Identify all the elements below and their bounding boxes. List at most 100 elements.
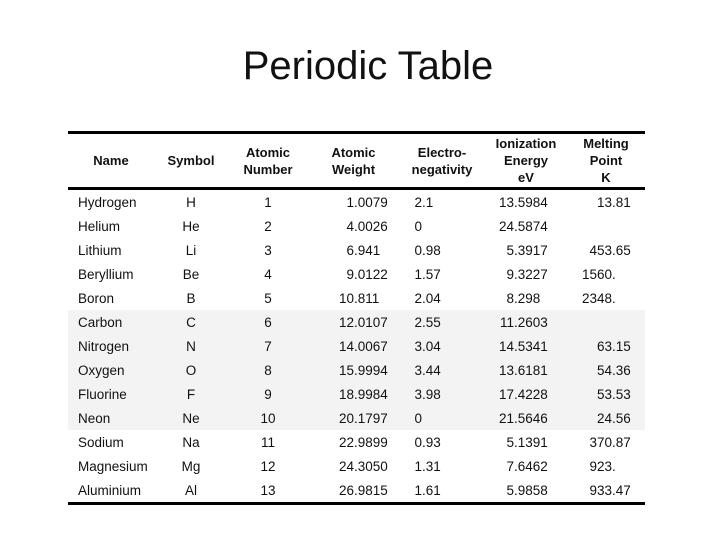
cell-melting-point: 24.56 bbox=[596, 410, 631, 426]
cell-atomic-number: 5 bbox=[264, 290, 272, 306]
cell-name: Neon bbox=[78, 410, 111, 426]
cell-electronegativity: 2.04 bbox=[414, 290, 441, 306]
table-row: Aluminium Al 13 26.9815 1.61 5.9858 933.47 bbox=[68, 478, 645, 502]
cell-atomic-weight: 10.811 bbox=[338, 290, 380, 306]
cell-atomic-number: 2 bbox=[264, 218, 272, 234]
table-row: Lithium Li 3 6.941 0.98 5.3917 453.65 bbox=[68, 238, 645, 262]
cell-atomic-number: 4 bbox=[264, 266, 272, 282]
cell-name: Helium bbox=[78, 218, 121, 234]
cell-name: Aluminium bbox=[78, 482, 142, 498]
cell-ionization-energy: 14.5341 bbox=[498, 338, 548, 354]
cell-atomic-weight: 22.9899 bbox=[338, 434, 388, 450]
cell-symbol: B bbox=[186, 290, 196, 306]
column-header-melting-point: Melting Point K bbox=[583, 136, 629, 185]
cell-melting-point: 63.15 bbox=[596, 338, 631, 354]
cell-symbol: Al bbox=[184, 482, 197, 498]
cell-symbol: Na bbox=[182, 434, 200, 450]
table-row: Nitrogen N 7 14.0067 3.04 14.5341 63.15 bbox=[68, 334, 645, 358]
cell-name: Magnesium bbox=[78, 458, 148, 474]
cell-atomic-weight: 24.3050 bbox=[338, 458, 388, 474]
cell-electronegativity: 0 bbox=[414, 218, 422, 234]
cell-symbol: Mg bbox=[181, 458, 201, 474]
cell-atomic-number: 10 bbox=[260, 410, 276, 426]
cell-atomic-weight: 12.0107 bbox=[338, 314, 388, 330]
cell-electronegativity: 3.44 bbox=[414, 362, 441, 378]
cell-atomic-number: 7 bbox=[264, 338, 272, 354]
cell-melting-point: 933.47 bbox=[589, 482, 631, 498]
cell-atomic-number: 1 bbox=[264, 194, 272, 210]
table-row: Sodium Na 11 22.9899 0.93 5.1391 370.87 bbox=[68, 430, 645, 454]
cell-atomic-number: 6 bbox=[264, 314, 272, 330]
periodic-table: Name Symbol Atomic Number Atomic Weight … bbox=[68, 131, 645, 505]
cell-symbol: He bbox=[182, 218, 200, 234]
cell-symbol: O bbox=[185, 362, 197, 378]
cell-name: Lithium bbox=[78, 242, 122, 258]
cell-ionization-energy: 21.5646 bbox=[498, 410, 548, 426]
cell-melting-point: 2348. bbox=[581, 290, 616, 306]
cell-ionization-energy: 9.3227 bbox=[506, 266, 548, 282]
cell-ionization-energy: 8.298 bbox=[506, 290, 541, 306]
cell-melting-point: 54.36 bbox=[596, 362, 631, 378]
cell-ionization-energy: 11.2603 bbox=[499, 314, 548, 330]
column-header-atomic-weight: Atomic Weight bbox=[331, 144, 376, 177]
cell-name: Carbon bbox=[78, 314, 123, 330]
cell-atomic-number: 9 bbox=[264, 386, 272, 402]
cell-symbol: Be bbox=[182, 266, 200, 282]
cell-name: Boron bbox=[78, 290, 115, 306]
table-row: Boron B 5 10.811 2.04 8.298 2348. bbox=[68, 286, 645, 310]
cell-atomic-weight: 9.0122 bbox=[346, 266, 388, 282]
table-row: Helium He 2 4.0026 0 24.5874 bbox=[68, 214, 645, 238]
table-row: Oxygen O 8 15.9994 3.44 13.6181 54.36 bbox=[68, 358, 645, 382]
cell-symbol: Li bbox=[185, 242, 197, 258]
cell-atomic-weight: 4.0026 bbox=[346, 218, 388, 234]
cell-ionization-energy: 5.1391 bbox=[506, 434, 548, 450]
cell-electronegativity: 1.57 bbox=[414, 266, 441, 282]
cell-atomic-number: 8 bbox=[264, 362, 272, 378]
cell-ionization-energy: 5.3917 bbox=[506, 242, 548, 258]
table-row: Beryllium Be 4 9.0122 1.57 9.3227 1560. bbox=[68, 262, 645, 286]
cell-atomic-weight: 14.0067 bbox=[338, 338, 388, 354]
cell-electronegativity: 2.1 bbox=[414, 194, 434, 210]
cell-ionization-energy: 13.5984 bbox=[498, 194, 548, 210]
cell-electronegativity: 1.31 bbox=[414, 458, 441, 474]
column-header-symbol: Symbol bbox=[167, 153, 215, 168]
table-row: Fluorine F 9 18.9984 3.98 17.4228 53.53 bbox=[68, 382, 645, 406]
cell-electronegativity: 0.93 bbox=[414, 434, 441, 450]
cell-symbol: H bbox=[186, 194, 196, 210]
cell-atomic-weight: 1.0079 bbox=[346, 194, 388, 210]
cell-atomic-weight: 6.941 bbox=[346, 242, 381, 258]
table-row: Neon Ne 10 20.1797 0 21.5646 24.56 bbox=[68, 406, 645, 430]
cell-melting-point: 13.81 bbox=[596, 194, 631, 210]
cell-name: Oxygen bbox=[78, 362, 125, 378]
cell-symbol: C bbox=[186, 314, 196, 330]
cell-atomic-number: 11 bbox=[260, 434, 275, 450]
table-row: Carbon C 6 12.0107 2.55 11.2603 bbox=[68, 310, 645, 334]
cell-melting-point: 370.87 bbox=[589, 434, 631, 450]
cell-atomic-weight: 20.1797 bbox=[338, 410, 388, 426]
cell-atomic-number: 12 bbox=[260, 458, 276, 474]
cell-atomic-weight: 15.9994 bbox=[338, 362, 388, 378]
table-header-row: Name Symbol Atomic Number Atomic Weight … bbox=[68, 134, 645, 190]
cell-symbol: N bbox=[186, 338, 196, 354]
cell-ionization-energy: 7.6462 bbox=[506, 458, 548, 474]
cell-name: Fluorine bbox=[78, 386, 127, 402]
cell-melting-point: 1560. bbox=[581, 266, 616, 282]
cell-melting-point: 53.53 bbox=[596, 386, 631, 402]
cell-name: Hydrogen bbox=[78, 194, 137, 210]
cell-name: Beryllium bbox=[78, 266, 134, 282]
cell-atomic-number: 13 bbox=[260, 482, 276, 498]
cell-electronegativity: 3.98 bbox=[414, 386, 441, 402]
cell-name: Sodium bbox=[78, 434, 124, 450]
cell-electronegativity: 0 bbox=[414, 410, 422, 426]
column-header-name: Name bbox=[93, 153, 129, 168]
cell-atomic-number: 3 bbox=[264, 242, 272, 258]
cell-electronegativity: 1.61 bbox=[414, 482, 441, 498]
slide-title: Periodic Table bbox=[242, 44, 494, 88]
cell-symbol: F bbox=[186, 386, 196, 402]
cell-melting-point: 923. bbox=[589, 458, 616, 474]
column-header-electronegativity: Electro- negativity bbox=[411, 144, 473, 177]
column-header-ionization-energy: Ionization Energy eV bbox=[495, 136, 557, 185]
cell-symbol: Ne bbox=[182, 410, 200, 426]
cell-ionization-energy: 5.9858 bbox=[506, 482, 548, 498]
